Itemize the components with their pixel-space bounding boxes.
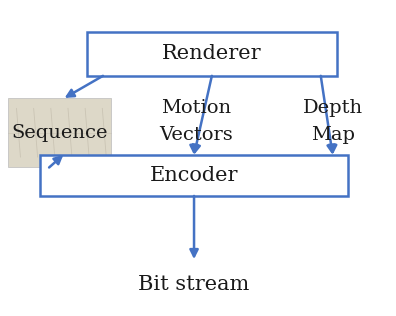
FancyBboxPatch shape — [8, 98, 111, 167]
FancyBboxPatch shape — [87, 32, 337, 76]
Text: Depth
Map: Depth Map — [303, 100, 363, 144]
Text: Motion
Vectors: Motion Vectors — [159, 100, 233, 144]
FancyBboxPatch shape — [40, 155, 348, 196]
Text: Renderer: Renderer — [162, 44, 262, 63]
Text: Encoder: Encoder — [150, 166, 238, 185]
Text: Bit stream: Bit stream — [138, 275, 250, 294]
Text: Sequence: Sequence — [11, 124, 108, 142]
